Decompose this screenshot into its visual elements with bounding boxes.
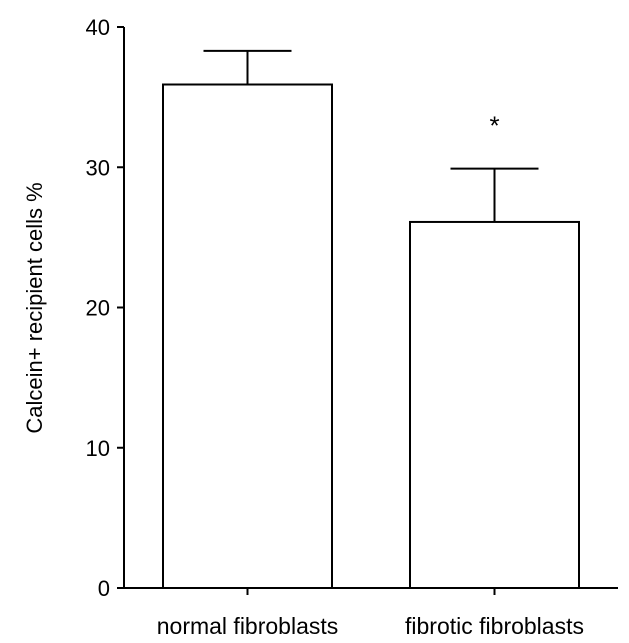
y-tick-label: 30 (86, 155, 110, 180)
bar (162, 83, 333, 589)
x-tick-label: normal fibroblasts (157, 613, 339, 639)
y-tick-label: 40 (86, 15, 110, 40)
plot-area: 0 10 20 30 40 normal fibroblasts fibrotic fibr… (86, 15, 618, 639)
y-tick-label: 0 (98, 576, 110, 601)
y-tick-label: 10 (86, 436, 110, 461)
significance-marker: * (489, 111, 499, 141)
x-tick-label: fibrotic fibroblasts (405, 613, 584, 639)
y-tick-label: 20 (86, 296, 110, 321)
y-axis-title: Calcein+ recipient cells % (22, 182, 47, 433)
bar (409, 220, 580, 589)
